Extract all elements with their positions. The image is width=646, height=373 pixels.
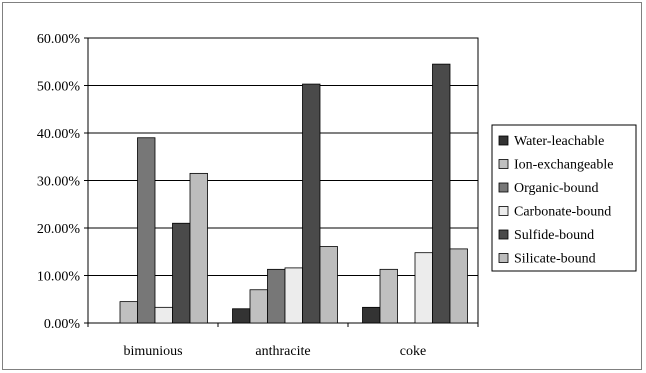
y-tick-label: 10.00%	[37, 270, 81, 285]
bar-sulfide-bound-bimunious	[172, 222, 191, 324]
bar-silicate-bound-coke	[449, 248, 468, 324]
legend-swatch	[498, 229, 509, 240]
bar-ion-exchangeable-coke	[379, 268, 398, 324]
bar-carbonate-bound-bimunious	[154, 306, 173, 324]
bar-organic-bound-anthracite	[267, 268, 286, 324]
legend-swatch	[498, 253, 509, 263]
legend-label: Sulfide-bound	[514, 228, 594, 243]
legend-label: Carbonate-bound	[514, 205, 611, 220]
bar-ion-exchangeable-bimunious	[119, 301, 138, 324]
y-tick-label: 60.00%	[37, 32, 81, 47]
legend: Water-leachable Ion-exchangeable Organic-b…	[491, 124, 637, 272]
bar-organic-bound-bimunious	[137, 137, 156, 324]
x-category-label: coke	[400, 344, 426, 359]
bar-water-leachable-coke	[362, 306, 381, 324]
bar-silicate-bound-anthracite	[319, 246, 338, 324]
legend-swatch	[498, 135, 509, 146]
y-tick-label: 30.00%	[37, 175, 81, 190]
legend-label: Organic-bound	[514, 181, 599, 196]
legend-label: Silicate-bound	[514, 252, 596, 267]
legend-swatch	[498, 182, 509, 193]
bar-carbonate-bound-coke	[414, 252, 433, 324]
legend-swatch	[498, 159, 509, 169]
legend-label: Ion-exchangeable	[514, 158, 614, 173]
bar-sulfide-bound-coke	[432, 63, 451, 324]
axes	[87, 323, 479, 327]
bar-sulfide-bound-anthracite	[302, 83, 321, 324]
bar-ion-exchangeable-anthracite	[249, 289, 268, 324]
y-tick-label: 40.00%	[37, 127, 81, 142]
bar-silicate-bound-bimunious	[189, 172, 208, 324]
bar-water-leachable-anthracite	[232, 308, 251, 324]
legend-box	[491, 124, 637, 272]
y-tick-label: 0.00%	[44, 317, 81, 332]
bar-carbonate-bound-anthracite	[284, 267, 303, 324]
x-axis-categories: bimunious anthracite coke	[123, 344, 426, 359]
legend-label: Water-leachable	[514, 134, 604, 149]
y-tick-label: 50.00%	[37, 80, 81, 95]
y-axis-ticks: 0.00% 10.00% 20.00% 30.00% 40.00% 50.00% 60.00…	[37, 32, 88, 332]
legend-swatch	[498, 206, 509, 216]
y-tick-label: 20.00%	[37, 222, 81, 237]
x-category-label: bimunious	[123, 344, 182, 359]
x-category-label: anthracite	[255, 344, 310, 359]
bars	[119, 63, 468, 324]
